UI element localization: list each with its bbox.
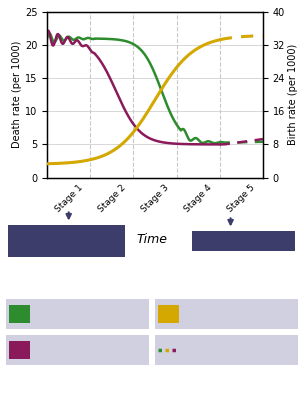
Y-axis label: Death rate (per 1000): Death rate (per 1000)	[12, 41, 22, 148]
FancyBboxPatch shape	[155, 299, 298, 329]
FancyBboxPatch shape	[6, 299, 149, 329]
Text: Stage 2: Stage 2	[96, 183, 127, 214]
FancyBboxPatch shape	[9, 305, 30, 323]
Text: Death rate: Death rate	[43, 345, 101, 355]
Text: Total population: Total population	[192, 309, 281, 319]
Y-axis label: Birth rate (per 1000): Birth rate (per 1000)	[288, 44, 298, 145]
Text: Stage 1: Stage 1	[53, 183, 84, 214]
Text: Isolated tribal
communities: Isolated tribal communities	[30, 232, 102, 251]
Text: Birth rate: Birth rate	[43, 309, 96, 319]
Text: Time: Time	[136, 233, 168, 246]
Text: Stage 3: Stage 3	[140, 183, 171, 214]
Text: Germany: Germany	[217, 236, 270, 247]
FancyBboxPatch shape	[8, 225, 125, 257]
Text: Stage 5: Stage 5	[226, 183, 257, 214]
FancyBboxPatch shape	[9, 341, 30, 359]
FancyBboxPatch shape	[158, 305, 179, 323]
FancyBboxPatch shape	[6, 335, 149, 365]
Text: Stage 4: Stage 4	[183, 183, 214, 214]
FancyBboxPatch shape	[192, 231, 295, 251]
FancyBboxPatch shape	[155, 335, 298, 365]
Text: Projection: Projection	[192, 345, 248, 355]
